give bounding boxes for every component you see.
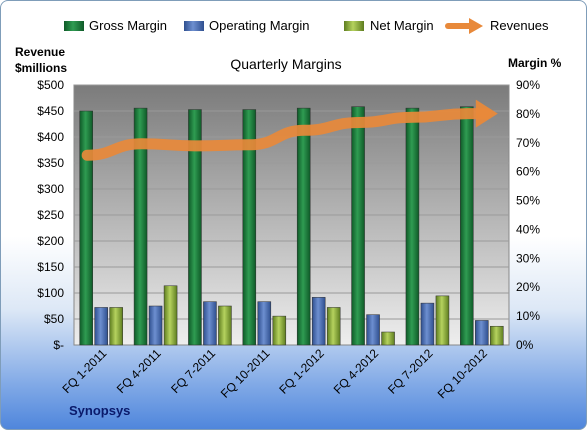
- right-axis-ticks: 0% 10% 20% 30% 40% 50% 60% 70% 80% 90%: [516, 78, 540, 352]
- right-tick-label: 40%: [516, 222, 540, 236]
- legend-label-net-margin: Net Margin: [370, 18, 434, 33]
- x-tick-label: FQ 10-2012: [435, 346, 490, 401]
- right-tick-label: 10%: [516, 309, 540, 323]
- right-tick-label: 80%: [516, 107, 540, 121]
- bar-net-margin: [109, 307, 123, 346]
- bar-operating-margin: [420, 302, 435, 346]
- left-tick-label: $300: [37, 182, 64, 196]
- revenue-arrow-head: [475, 99, 498, 128]
- bar-gross-margin: [296, 107, 311, 346]
- bar-operating-margin: [257, 301, 272, 346]
- bars: [79, 106, 504, 346]
- bar-net-margin: [163, 285, 178, 346]
- bar-net-margin: [381, 331, 395, 346]
- bar-gross-margin: [242, 109, 257, 346]
- right-tick-label: 20%: [516, 280, 540, 294]
- bar-operating-margin: [475, 320, 489, 346]
- left-tick-label: $200: [37, 234, 64, 248]
- bar-operating-margin: [366, 314, 380, 346]
- bar-operating-margin: [311, 297, 326, 346]
- bar-gross-margin: [405, 107, 420, 346]
- bar-gross-margin: [79, 110, 93, 346]
- left-tick-label: $400: [37, 130, 64, 144]
- x-tick-label: FQ 1-2012: [276, 346, 327, 397]
- bar-net-margin: [490, 325, 504, 346]
- bar-operating-margin: [203, 301, 217, 346]
- right-tick-label: 0%: [516, 338, 534, 352]
- x-tick-label: FQ 7-2011: [168, 346, 218, 396]
- right-tick-label: 60%: [516, 165, 540, 179]
- bar-gross-margin: [351, 106, 365, 346]
- right-tick-label: 30%: [516, 251, 540, 265]
- left-axis-title-line2: $millions: [15, 61, 67, 75]
- left-tick-label: $150: [37, 260, 64, 274]
- bar-gross-margin: [133, 107, 148, 346]
- left-tick-label: $250: [37, 208, 64, 222]
- left-axis-ticks: $- $50 $100 $150 $200 $250 $300 $350 $400 $450 $50…: [37, 78, 64, 352]
- chart-title: Quarterly Margins: [230, 56, 341, 72]
- legend-swatch-revenues: [445, 18, 483, 34]
- left-tick-label: $350: [37, 156, 64, 170]
- bar-operating-margin: [148, 305, 163, 346]
- revenue-line: [81, 99, 498, 161]
- x-tick-label: FQ 4-2011: [114, 346, 164, 396]
- legend-label-gross-margin: Gross Margin: [89, 18, 167, 33]
- left-tick-label: $450: [37, 104, 64, 118]
- revenue-series-line: [81, 108, 492, 161]
- bar-net-margin: [218, 305, 232, 346]
- legend-swatch-net-margin: [344, 21, 364, 31]
- bar-gross-margin: [188, 109, 202, 346]
- bar-net-margin: [435, 295, 450, 346]
- bar-net-margin: [326, 307, 341, 346]
- bar-net-margin: [272, 315, 287, 346]
- right-axis-title: Margin %: [508, 56, 562, 70]
- legend: Gross Margin Operating Margin Net Margin…: [64, 18, 549, 34]
- company-label: Synopsys: [69, 403, 130, 418]
- right-tick-label: 90%: [516, 78, 540, 92]
- x-tick-label: FQ 7-2012: [385, 346, 436, 397]
- x-axis-ticks: FQ 1-2011 FQ 4-2011 FQ 7-2011 FQ 10-2011 FQ …: [59, 346, 490, 401]
- legend-swatch-gross-margin: [64, 21, 84, 31]
- legend-label-operating-margin: Operating Margin: [209, 18, 309, 33]
- legend-label-revenues: Revenues: [490, 18, 549, 33]
- x-tick-label: FQ 4-2012: [331, 346, 382, 397]
- left-tick-label: $500: [37, 78, 64, 92]
- x-tick-label: FQ 1-2011: [59, 346, 109, 396]
- right-tick-label: 50%: [516, 194, 540, 208]
- bar-operating-margin: [94, 307, 108, 346]
- right-tick-label: 70%: [516, 136, 540, 150]
- left-tick-label: $50: [44, 312, 64, 326]
- left-axis-title-line1: Revenue: [15, 45, 65, 59]
- x-tick-label: FQ 10-2011: [218, 346, 273, 401]
- left-tick-label: $100: [37, 286, 64, 300]
- left-tick-label: $-: [53, 338, 64, 352]
- legend-swatch-operating-margin: [184, 21, 204, 31]
- bar-gross-margin: [460, 106, 474, 346]
